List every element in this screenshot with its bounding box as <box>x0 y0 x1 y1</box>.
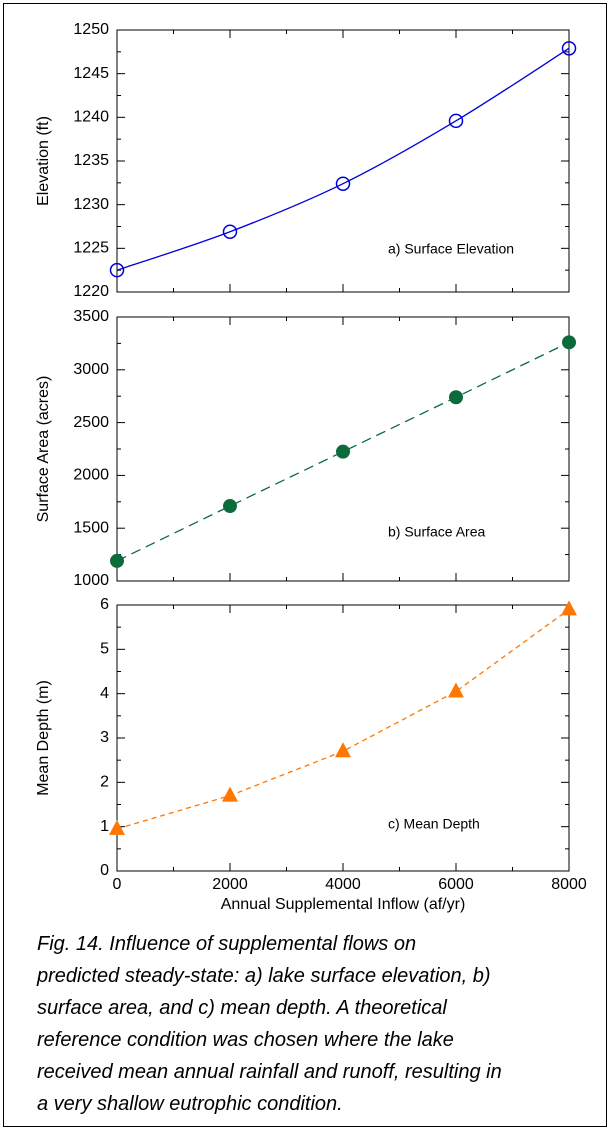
figure-frame <box>3 3 607 1127</box>
caption-line: Fig. 14. Influence of supplemental flows… <box>37 933 417 955</box>
y-tick-label: 1500 <box>73 519 109 536</box>
marker <box>449 390 463 405</box>
y-tick-label: 2000 <box>73 467 109 484</box>
marker <box>222 224 238 239</box>
y-tick-label: 3500 <box>73 308 109 325</box>
y-tick-label: 0 <box>100 862 109 879</box>
x-tick-label: 6000 <box>438 876 474 893</box>
caption-line: a very shallow eutrophic condition. <box>37 1093 343 1115</box>
x-tick-label: 0 <box>113 876 122 893</box>
annotation: b) Surface Area <box>388 524 485 540</box>
marker <box>561 600 577 616</box>
x-tick-label: 2000 <box>212 876 248 893</box>
data-line <box>116 341 570 562</box>
marker <box>223 499 237 514</box>
y-tick-label: 1250 <box>73 21 109 38</box>
x-axis-label: Annual Supplemental Inflow (af/yr) <box>221 896 466 913</box>
y-axis-label: Mean Depth (m) <box>35 680 52 796</box>
y-tick-label: 2 <box>100 774 109 791</box>
marker <box>336 444 350 459</box>
y-tick-label: 1 <box>100 818 109 835</box>
marker <box>109 819 125 835</box>
marker <box>562 335 576 350</box>
y-tick-label: 2500 <box>73 414 109 431</box>
y-tick-label: 1240 <box>73 109 109 126</box>
y-tick-label: 5 <box>100 641 109 658</box>
y-tick-label: 1225 <box>73 240 109 257</box>
y-axis-label: Elevation (ft) <box>35 116 52 206</box>
caption-line: reference condition was chosen where the… <box>37 1029 454 1051</box>
caption: Fig. 14. Influence of supplemental flows… <box>37 928 502 1120</box>
marker <box>335 176 351 191</box>
y-tick-label: 1220 <box>73 283 109 300</box>
marker <box>110 553 124 568</box>
caption-line: surface area, and c) mean depth. A theor… <box>37 997 447 1019</box>
data-line <box>116 47 570 271</box>
x-tick-label: 4000 <box>325 876 361 893</box>
data-line <box>116 608 570 830</box>
y-tick-label: 3000 <box>73 361 109 378</box>
y-tick-label: 3 <box>100 729 109 746</box>
x-tick-label: 8000 <box>551 876 587 893</box>
y-tick-label: 1000 <box>73 572 109 589</box>
y-tick-label: 1230 <box>73 196 109 213</box>
marker <box>448 113 464 129</box>
caption-line: predicted steady-state: a) lake surface … <box>37 965 491 987</box>
marker <box>448 682 464 698</box>
y-tick-label: 1235 <box>73 152 109 169</box>
annotation: a) Surface Elevation <box>388 241 514 257</box>
marker <box>109 262 125 278</box>
y-axis-label: Surface Area (acres) <box>35 376 52 523</box>
marker <box>561 41 577 56</box>
y-tick-label: 1245 <box>73 65 109 82</box>
annotation: c) Mean Depth <box>388 816 480 832</box>
y-tick-label: 4 <box>100 685 109 702</box>
caption-line: received mean annual rainfall and runoff… <box>37 1061 502 1083</box>
marker <box>222 786 238 802</box>
y-tick-label: 6 <box>100 596 109 613</box>
plot-frame <box>116 604 570 872</box>
marker <box>335 742 351 758</box>
